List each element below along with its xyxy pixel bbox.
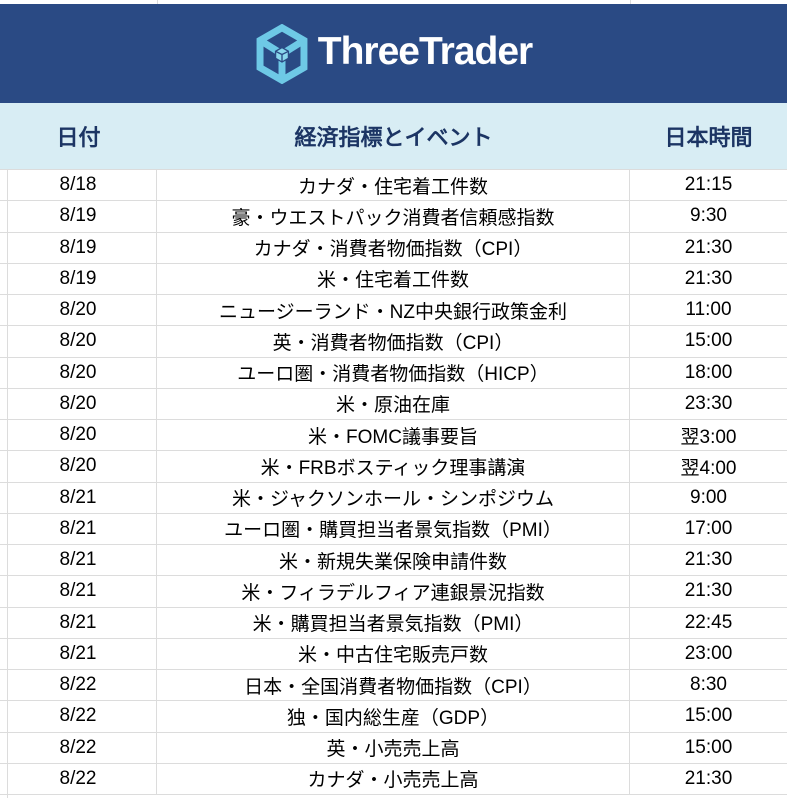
event-cell: 米・購買担当者景気指数（PMI）	[157, 607, 630, 638]
table-header-row: 日付 経済指標とイベント 日本時間	[0, 103, 787, 169]
event-cell: 米・中古住宅販売戸数	[157, 638, 630, 669]
time-cell: 23:30	[684, 392, 733, 414]
time-cell: 18:00	[684, 361, 733, 383]
brand-banner: ThreeTrader	[0, 4, 787, 103]
date-cell: 8/20	[0, 420, 157, 451]
table-row: 8/20 米・FOMC議事要旨 翌3:00	[0, 420, 787, 452]
event-cell: 豪・ウエストパック消費者信頼感指数	[157, 201, 630, 232]
table-row: 8/22 独・国内総生産（GDP） 15:00	[0, 701, 787, 733]
table-row: 8/20 ユーロ圏・消費者物価指数（HICP） 18:00	[0, 357, 787, 389]
time-cell: 翌3:00	[680, 426, 737, 448]
event-cell: 独・国内総生産（GDP）	[157, 701, 630, 732]
date-cell: 8/19	[0, 201, 157, 232]
date-cell: 8/20	[0, 295, 157, 326]
time-cell: 21:30	[684, 580, 733, 602]
table-row: 8/19 豪・ウエストパック消費者信頼感指数 9:30	[0, 201, 787, 233]
table-row: 8/22 日本・全国消費者物価指数（CPI） 8:30	[0, 670, 787, 702]
table-body: 8/18 カナダ・住宅着工件数 21:15 8/19 豪・ウエストパック消費者信頼感指数…	[0, 169, 787, 795]
time-cell: 21:30	[684, 549, 733, 571]
table-row: 8/19 カナダ・消費者物価指数（CPI） 21:30	[0, 232, 787, 264]
time-cell: 9:30	[690, 205, 727, 227]
event-cell: カナダ・消費者物価指数（CPI）	[157, 232, 630, 263]
grid-line	[7, 169, 8, 798]
event-cell: 米・フィラデルフィア連銀景況指数	[157, 576, 630, 607]
table-row: 8/21 ユーロ圏・購買担当者景気指数（PMI） 17:00	[0, 513, 787, 545]
spreadsheet-top-strip	[0, 0, 787, 4]
event-cell: 米・住宅着工件数	[157, 263, 630, 294]
date-cell: 8/22	[0, 670, 157, 701]
event-cell: 米・FRBボスティック理事講演	[157, 451, 630, 482]
date-cell: 8/18	[0, 170, 157, 201]
brand-name: ThreeTrader	[317, 30, 533, 73]
table-row: 8/21 米・ジャクソンホール・シンポジウム 9:00	[0, 482, 787, 514]
time-cell: 11:00	[685, 299, 732, 321]
date-cell: 8/20	[0, 326, 157, 357]
time-cell: 15:00	[684, 330, 733, 352]
time-cell: 15:00	[684, 736, 733, 758]
event-cell: 英・消費者物価指数（CPI）	[157, 326, 630, 357]
threetrader-logo: ThreeTrader	[255, 23, 533, 84]
date-cell: 8/21	[0, 545, 157, 576]
table-row: 8/20 ニュージーランド・NZ中央銀行政策金利 11:00	[0, 295, 787, 327]
date-cell: 8/22	[0, 701, 157, 732]
date-cell: 8/19	[0, 232, 157, 263]
event-cell: 日本・全国消費者物価指数（CPI）	[157, 670, 630, 701]
threetrader-cube-icon	[256, 23, 308, 84]
table-row: 8/20 米・FRBボスティック理事講演 翌4:00	[0, 451, 787, 483]
column-header-date: 日付	[56, 125, 101, 150]
table-row: 8/21 米・購買担当者景気指数（PMI） 22:45	[0, 607, 787, 639]
table-row: 8/20 米・原油在庫 23:30	[0, 388, 787, 420]
table-row: 8/21 米・新規失業保険申請件数 21:30	[0, 545, 787, 577]
event-cell: 米・新規失業保険申請件数	[157, 545, 630, 576]
event-cell: 米・ジャクソンホール・シンポジウム	[157, 482, 630, 513]
event-cell: カナダ・小売売上高	[157, 763, 630, 794]
grid-line	[630, 0, 631, 4]
event-cell: 米・FOMC議事要旨	[157, 420, 630, 451]
table-row: 8/19 米・住宅着工件数 21:30	[0, 263, 787, 295]
date-cell: 8/22	[0, 763, 157, 794]
date-cell: 8/19	[0, 263, 157, 294]
event-cell: ニュージーランド・NZ中央銀行政策金利	[157, 295, 630, 326]
date-cell: 8/21	[0, 482, 157, 513]
table-row: 8/22 英・小売売上高 15:00	[0, 732, 787, 764]
grid-line	[157, 0, 158, 4]
date-cell: 8/21	[0, 513, 157, 544]
date-cell: 8/21	[0, 576, 157, 607]
date-cell: 8/22	[0, 732, 157, 763]
column-header-time: 日本時間	[664, 125, 753, 150]
time-cell: 21:30	[684, 267, 733, 289]
event-cell: 英・小売売上高	[157, 732, 630, 763]
event-cell: ユーロ圏・消費者物価指数（HICP）	[157, 357, 630, 388]
date-cell: 8/21	[0, 638, 157, 669]
table-row: 8/20 英・消費者物価指数（CPI） 15:00	[0, 326, 787, 358]
event-cell: 米・原油在庫	[157, 388, 630, 419]
time-cell: 23:00	[684, 642, 733, 664]
time-cell: 17:00	[684, 517, 733, 539]
time-cell: 22:45	[684, 611, 733, 633]
time-cell: 8:30	[690, 674, 727, 696]
table-row: 8/21 米・中古住宅販売戸数 23:00	[0, 638, 787, 670]
time-cell: 21:30	[684, 236, 733, 258]
date-cell: 8/21	[0, 607, 157, 638]
event-cell: ユーロ圏・購買担当者景気指数（PMI）	[157, 513, 630, 544]
time-cell: 9:00	[690, 486, 727, 508]
time-cell: 21:30	[684, 767, 733, 789]
column-header-event: 経済指標とイベント	[294, 125, 493, 150]
table-row: 8/21 米・フィラデルフィア連銀景況指数 21:30	[0, 576, 787, 608]
time-cell: 21:15	[684, 174, 733, 196]
table-row: 8/22 カナダ・小売売上高 21:30	[0, 763, 787, 795]
date-cell: 8/20	[0, 451, 157, 482]
time-cell: 15:00	[684, 705, 733, 727]
time-cell: 翌4:00	[680, 457, 737, 479]
table-row: 8/18 カナダ・住宅着工件数 21:15	[0, 170, 787, 202]
date-cell: 8/20	[0, 357, 157, 388]
event-cell: カナダ・住宅着工件数	[157, 170, 630, 201]
date-cell: 8/20	[0, 388, 157, 419]
